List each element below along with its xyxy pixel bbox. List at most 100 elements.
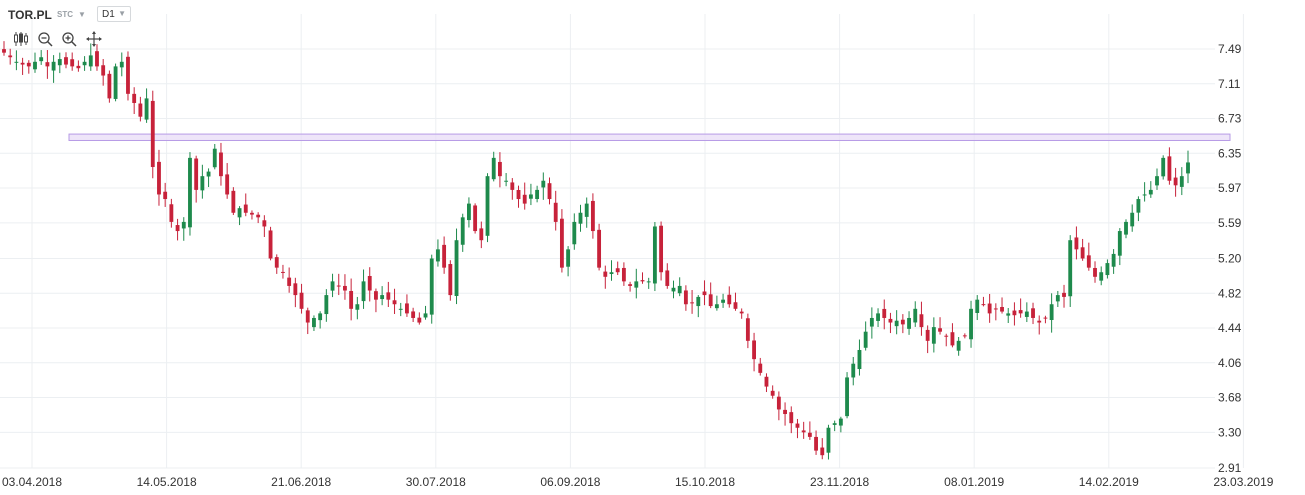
- candle-body: [243, 204, 248, 213]
- candle-body: [355, 304, 360, 310]
- candle-body: [665, 270, 670, 286]
- candle-body: [1142, 194, 1147, 196]
- candle-body: [882, 308, 887, 318]
- candle-body: [1111, 253, 1116, 267]
- candle-body: [696, 296, 701, 307]
- candle-body: [479, 228, 484, 241]
- candle-body: [987, 303, 992, 314]
- y-tick-label: 5.97: [1218, 181, 1242, 195]
- candle-body: [1024, 311, 1029, 317]
- candle-body: [1043, 317, 1048, 319]
- y-tick-label: 3.30: [1218, 425, 1242, 439]
- candle-body: [516, 189, 521, 200]
- candle-body: [380, 295, 385, 300]
- candle-body: [628, 284, 633, 286]
- candle-body: [175, 225, 180, 232]
- candle-body: [863, 331, 868, 348]
- candle-body: [1105, 263, 1110, 276]
- candle-body: [541, 180, 546, 188]
- candle-body: [566, 249, 571, 267]
- candle-body: [714, 304, 719, 309]
- interval-select[interactable]: D1 ▼: [97, 6, 131, 22]
- market-label[interactable]: STC: [57, 10, 73, 19]
- resistance-zone-band: [68, 133, 1231, 141]
- candle-body: [597, 229, 602, 268]
- candle-body: [466, 203, 471, 221]
- chevron-down-icon[interactable]: ▼: [78, 10, 86, 19]
- candle-body: [429, 258, 434, 315]
- candle-body: [1186, 162, 1190, 174]
- candle-body: [82, 61, 87, 66]
- candle-body: [206, 171, 211, 177]
- x-tick-label: 21.06.2018: [271, 475, 331, 489]
- candle-body: [677, 285, 682, 294]
- candle-body: [752, 340, 756, 360]
- candle-body: [615, 268, 620, 273]
- candle-body: [76, 65, 81, 69]
- move-icon[interactable]: [85, 30, 103, 48]
- candles-icon[interactable]: [12, 30, 30, 48]
- candle-body: [20, 62, 25, 65]
- candle-body: [157, 161, 161, 195]
- candle-body: [392, 300, 397, 305]
- y-tick-label: 7.11: [1218, 77, 1241, 91]
- candle-body: [491, 157, 496, 180]
- candle-body: [1148, 189, 1153, 195]
- candle-body: [907, 317, 911, 329]
- candle-body: [225, 174, 230, 195]
- candle-body: [671, 287, 676, 292]
- candle-body: [367, 275, 372, 291]
- candle-body: [1037, 320, 1042, 323]
- candle-body: [1062, 292, 1066, 297]
- candle-body: [473, 205, 478, 232]
- candle-body: [1173, 177, 1178, 186]
- y-tick-label: 5.20: [1218, 252, 1242, 266]
- candle-body: [1018, 310, 1023, 314]
- candle-body: [349, 290, 354, 309]
- candle-body: [702, 291, 707, 296]
- candle-body: [727, 294, 732, 305]
- candle-body: [962, 335, 967, 337]
- y-axis: 7.49 7.11 6.73 6.35 5.97 5.59 5.20 4.82 4.44 4.06…: [1218, 42, 1242, 475]
- candle-body: [14, 61, 19, 63]
- candle-body: [212, 148, 217, 168]
- candle-body: [256, 214, 261, 218]
- candle-body: [956, 340, 961, 351]
- candle-body: [1167, 156, 1172, 181]
- candle-body: [188, 157, 192, 228]
- candle-body: [646, 281, 651, 283]
- candle-body: [1086, 255, 1091, 268]
- candle-body: [324, 295, 329, 315]
- candle-body: [237, 208, 242, 218]
- x-axis: 03.04.2018 14.05.2018 21.06.2018 30.07.2018…: [2, 475, 1274, 489]
- candle-body: [981, 304, 986, 306]
- candle-body: [39, 57, 44, 62]
- candle-body: [423, 313, 428, 318]
- y-tick-label: 6.35: [1218, 146, 1242, 160]
- zoom-in-icon[interactable]: [60, 30, 78, 48]
- x-tick-label: 23.03.2019: [1213, 475, 1273, 489]
- candle-body: [442, 244, 447, 268]
- candle-body: [838, 418, 843, 426]
- x-tick-label: 14.02.2019: [1079, 475, 1139, 489]
- candle-body: [820, 447, 825, 456]
- candle-body: [287, 277, 292, 286]
- candle-body: [281, 271, 285, 273]
- candle-body: [826, 427, 831, 453]
- candle-body: [504, 180, 509, 182]
- candle-body: [559, 218, 564, 268]
- candle-body: [876, 313, 880, 321]
- candle-body: [553, 202, 558, 222]
- candle-body: [113, 66, 118, 99]
- candle-body: [1155, 176, 1159, 186]
- interval-value: D1: [102, 9, 115, 20]
- chevron-down-icon: ▼: [118, 9, 126, 18]
- candle-body: [764, 376, 769, 387]
- zoom-out-icon[interactable]: [36, 30, 54, 48]
- candle-body: [51, 61, 56, 71]
- candle-body: [690, 302, 695, 304]
- candle-body: [807, 432, 812, 437]
- candle-body: [374, 291, 378, 300]
- candle-body: [150, 100, 155, 168]
